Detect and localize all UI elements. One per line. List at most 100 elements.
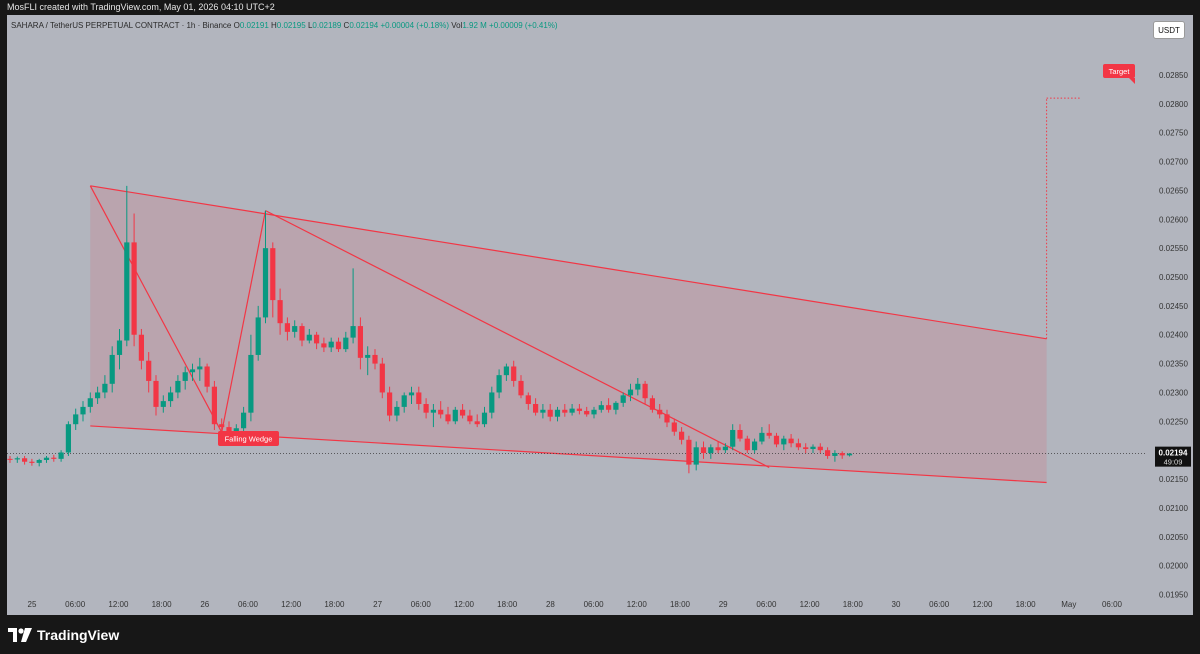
candle-body [226, 427, 232, 432]
candle [314, 331, 320, 350]
candle [189, 363, 196, 381]
falling-wedge-label: Falling Wedge [225, 435, 273, 444]
wedge-fill [90, 185, 1047, 483]
candle [14, 456, 20, 463]
candle-body [365, 354, 371, 358]
candle [686, 435, 692, 474]
x-tick-label: 12:00 [108, 600, 129, 609]
candles [7, 185, 853, 474]
candle-body [416, 392, 422, 405]
candle [175, 375, 181, 399]
candle [51, 454, 57, 462]
candle [7, 455, 13, 463]
candle-body [839, 453, 845, 456]
candle-body [197, 366, 203, 370]
y-tick-label: 0.02850 [1159, 71, 1188, 80]
candle-body [671, 422, 677, 432]
candle-body [525, 395, 531, 405]
candle-body [22, 458, 28, 462]
candle [737, 424, 743, 442]
candle [58, 450, 64, 462]
candle-body [343, 337, 349, 350]
candle-body [146, 360, 152, 381]
candle-body [87, 398, 93, 407]
candle-body [795, 443, 801, 448]
price-chart[interactable]: 0.02850 0.02800 0.02750 0.02700 0.02650 0.026… [7, 15, 1193, 615]
y-axis: 0.02850 0.02800 0.02750 0.02700 0.02650 0.026… [1159, 71, 1188, 599]
candle [22, 455, 28, 465]
low-value: 0.02189 [312, 21, 342, 30]
candle [460, 404, 466, 419]
wedge-internal-line [221, 210, 267, 433]
candle [562, 404, 568, 417]
candle [474, 414, 480, 428]
candle [540, 404, 546, 419]
candle-body [722, 446, 728, 451]
y-tick-label: 0.02550 [1159, 244, 1188, 253]
candle [153, 375, 159, 416]
wedge-upper-line [90, 185, 1047, 340]
y-tick-label: 0.02800 [1159, 100, 1188, 109]
candle-body [270, 248, 276, 301]
candle [613, 401, 619, 415]
x-tick-label: 06:00 [65, 600, 86, 609]
candle [722, 443, 728, 454]
candle [832, 450, 838, 462]
candle [343, 331, 349, 353]
candle-body [715, 447, 721, 451]
candle [759, 427, 765, 445]
candle [795, 438, 801, 451]
candle [496, 369, 502, 399]
candle-body [350, 326, 356, 338]
candle [350, 268, 356, 344]
candle [547, 404, 553, 422]
candle [635, 378, 641, 396]
x-axis: 25 06:00 12:00 18:00 26 06:00 12:00 18:00 27 06:0… [28, 600, 1123, 609]
creator-caption: MosFLI created with TradingView.com, May… [0, 0, 1200, 15]
candle-body [649, 398, 655, 410]
candle-body [328, 341, 334, 348]
candle [817, 443, 823, 454]
candle-body [153, 380, 159, 407]
candle [387, 386, 393, 422]
high-value: 0.02195 [276, 21, 306, 30]
candle-body [627, 389, 634, 396]
candle-body [95, 392, 101, 399]
candle [430, 404, 436, 428]
candle [649, 395, 655, 413]
y-tick-label: 0.02700 [1159, 158, 1188, 167]
candle [467, 409, 473, 425]
candle-body [379, 363, 385, 393]
candle [810, 444, 816, 454]
candle [518, 375, 524, 399]
candle-body [299, 326, 305, 341]
candle [679, 427, 685, 445]
candle [284, 317, 290, 341]
candle [36, 458, 42, 467]
candle-body [657, 409, 663, 415]
candle-body [314, 334, 320, 344]
x-tick-label: 12:00 [800, 600, 821, 609]
currency-button[interactable]: USDT [1153, 21, 1185, 39]
candle [29, 458, 35, 466]
candle-body [693, 447, 699, 465]
candle-body [700, 447, 707, 454]
candle [744, 435, 750, 454]
y-tick-label: 0.02300 [1159, 388, 1188, 397]
candle-body [36, 459, 42, 463]
volume-change: +0.00009 (+0.41%) [489, 21, 558, 30]
x-tick-label: 29 [719, 600, 728, 609]
x-tick-label: 30 [892, 600, 901, 609]
chart-area[interactable]: 0.02850 0.02800 0.02750 0.02700 0.02650 0.026… [7, 15, 1193, 615]
y-tick-label: 0.02250 [1159, 417, 1188, 426]
symbol-title: SAHARA / TetherUS PERPETUAL CONTRACT · 1… [11, 21, 232, 30]
candle-body [394, 406, 400, 416]
candle-body [102, 383, 108, 393]
current-price-value: 0.02194 [1159, 449, 1188, 458]
candle [576, 404, 582, 415]
candle [715, 441, 721, 454]
y-tick-label: 0.02600 [1159, 215, 1188, 224]
candle-body [810, 446, 816, 450]
tradingview-logo[interactable]: TradingView [8, 625, 119, 645]
candle [138, 328, 144, 370]
